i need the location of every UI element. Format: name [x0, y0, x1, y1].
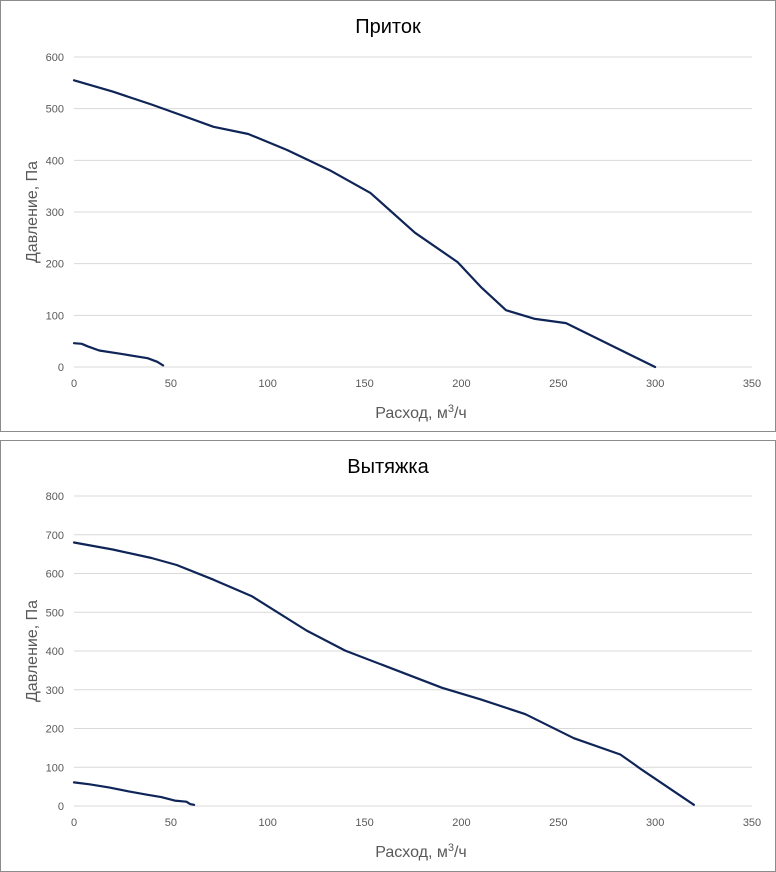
series-line-min [72, 342, 165, 367]
chart-panel-exhaust: 0 100 200 300 400 500 600 700 800 0 50 100 150 200 250… [0, 440, 776, 872]
y-axis-title: Давление, Па [24, 161, 41, 263]
x-tick-label: 150 [355, 378, 373, 390]
y-tick-label: 200 [46, 724, 64, 736]
series-line-max [72, 79, 657, 369]
y-tick-label: 800 [46, 491, 64, 503]
x-tick-label: 200 [452, 378, 470, 390]
x-tick-label: 150 [355, 817, 373, 829]
x-tick-label: 50 [165, 817, 177, 829]
x-tick-label: 350 [743, 817, 761, 829]
chart-panel-supply: 0 100 200 300 400 500 600 0 50 100 150 200 250 300 350… [0, 0, 776, 432]
y-tick-label: 300 [46, 685, 64, 697]
y-tick-label: 700 [46, 530, 64, 542]
x-tick-label: 300 [646, 378, 664, 390]
chart-title: Вытяжка [347, 456, 429, 478]
x-tick-label: 250 [549, 817, 567, 829]
y-tick-label: 0 [58, 362, 64, 374]
y-tick-label: 600 [46, 569, 64, 581]
chart-svg-supply: 0 100 200 300 400 500 600 0 50 100 150 200 250 300 350… [24, 16, 761, 422]
x-tick-label: 300 [646, 817, 664, 829]
y-tick-label: 0 [58, 801, 64, 813]
x-tick-label: 100 [259, 378, 277, 390]
series-line-max [72, 541, 696, 806]
chart-svg-exhaust: 0 100 200 300 400 500 600 700 800 0 50 100 150 200 250… [24, 456, 761, 861]
y-tick-label: 500 [46, 104, 64, 116]
y-axis-title: Давление, Па [24, 600, 41, 702]
x-tick-label: 250 [549, 378, 567, 390]
x-tick-label: 200 [452, 817, 470, 829]
y-tick-label: 500 [46, 607, 64, 619]
y-tick-label: 100 [46, 310, 64, 322]
y-tick-label: 200 [46, 259, 64, 271]
series-line-min [72, 781, 196, 806]
x-tick-label: 0 [71, 378, 77, 390]
x-axis-title: Расход, м3/ч [375, 403, 467, 422]
y-tick-label: 300 [46, 207, 64, 219]
y-tick-label: 600 [46, 52, 64, 64]
x-tick-label: 0 [71, 817, 77, 829]
x-tick-label: 50 [165, 378, 177, 390]
chart-title: Приток [355, 16, 421, 38]
x-tick-label: 100 [259, 817, 277, 829]
x-axis-title: Расход, м3/ч [375, 842, 467, 861]
x-tick-label: 350 [743, 378, 761, 390]
y-tick-label: 100 [46, 762, 64, 774]
y-tick-label: 400 [46, 155, 64, 167]
y-tick-label: 400 [46, 646, 64, 658]
